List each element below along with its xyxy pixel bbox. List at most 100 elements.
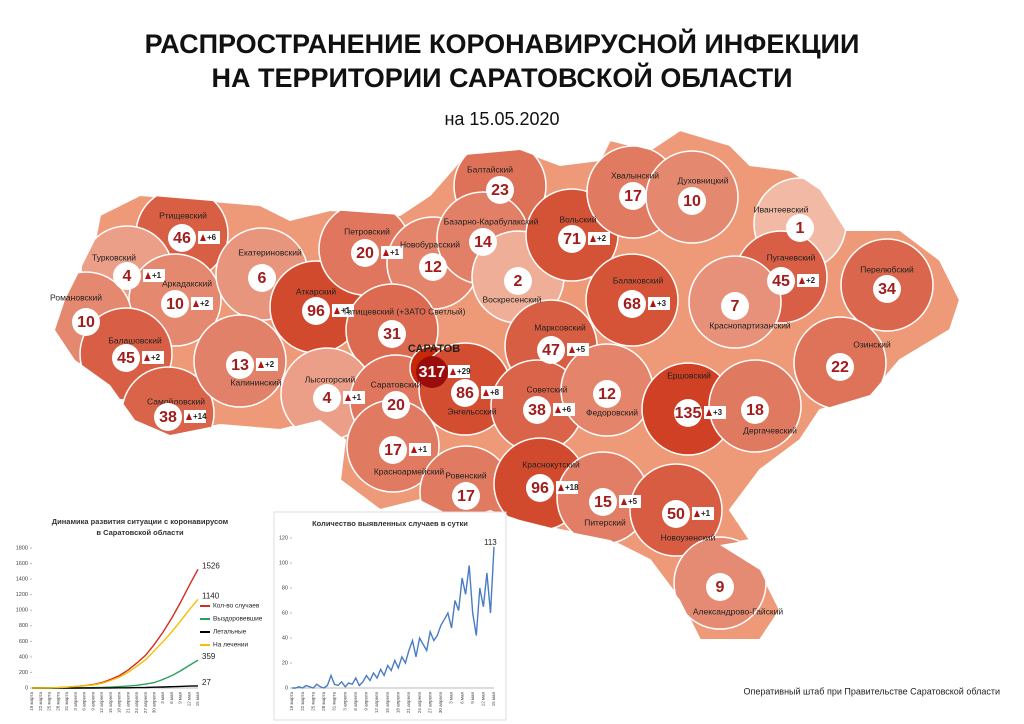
y-tick-label: 20 xyxy=(282,660,288,666)
x-tick-label: 9 мая xyxy=(470,691,475,703)
delta-arrow xyxy=(411,446,417,453)
district-name: Екатериновский xyxy=(238,247,302,257)
district-name: Ивантеевский xyxy=(753,204,808,214)
district-new: +2 xyxy=(200,299,210,308)
district-count: 1 xyxy=(796,220,805,237)
count-circle xyxy=(873,275,901,303)
district-new: +1 xyxy=(341,306,351,315)
count-circle xyxy=(537,336,565,364)
count-circle xyxy=(504,267,532,295)
district-name: Хвалынский xyxy=(611,170,659,180)
delta-arrow xyxy=(569,346,575,353)
count-circle xyxy=(168,224,196,252)
district-name: Новобурасский xyxy=(400,239,460,249)
x-tick-label: 3 мая xyxy=(449,691,454,703)
district-new: +1 xyxy=(352,393,362,402)
district-count: 50 xyxy=(667,506,685,523)
district-name: Аткарский xyxy=(296,286,336,296)
x-tick-label: 27 апреля xyxy=(143,691,148,713)
y-tick-label: 1000 xyxy=(16,608,28,614)
district-count: 13 xyxy=(231,357,249,374)
district-new: +2 xyxy=(806,276,816,285)
end-label: 1526 xyxy=(202,561,220,570)
district-count: 20 xyxy=(356,245,374,262)
count-circle xyxy=(678,187,706,215)
district-new: +1 xyxy=(390,248,400,257)
y-tick-label: 120 xyxy=(279,535,288,541)
district-count: 4 xyxy=(123,268,132,285)
delta-arrow xyxy=(590,235,596,242)
district-name: Духовницкий xyxy=(677,175,728,185)
x-tick-label: 28 марта xyxy=(55,692,60,711)
x-tick-label: 9 мая xyxy=(178,691,183,703)
count-circle xyxy=(826,353,854,381)
delta-arrow xyxy=(555,406,561,413)
y-tick-label: 0 xyxy=(25,685,28,691)
count-circle xyxy=(154,403,182,431)
chart-title: в Саратовской области xyxy=(96,528,184,537)
delta-arrow xyxy=(483,389,489,396)
district-count: 45 xyxy=(117,350,135,367)
count-circle xyxy=(767,267,795,295)
x-tick-label: 12 мая xyxy=(481,691,486,706)
y-tick-label: 80 xyxy=(282,585,288,591)
district-new: +3 xyxy=(657,299,667,308)
count-circle xyxy=(382,391,410,419)
count-circle xyxy=(313,384,341,412)
district-count: 71 xyxy=(563,231,581,248)
district-count: 96 xyxy=(307,303,325,320)
x-tick-label: 9 апреля xyxy=(90,691,95,710)
count-circle xyxy=(378,320,406,348)
count-circle xyxy=(419,253,447,281)
count-circle xyxy=(486,176,514,204)
district-count: 9 xyxy=(716,579,725,596)
date: на 15.05.2020 xyxy=(444,109,559,129)
count-circle xyxy=(618,290,646,318)
delta-arrow xyxy=(450,368,456,375)
count-circle xyxy=(351,239,379,267)
district-name: САРАТОВ xyxy=(408,343,460,355)
x-tick-label: 6 апреля xyxy=(353,691,358,710)
delta-arrow xyxy=(258,361,264,368)
district-name: Энгельсский xyxy=(447,406,497,416)
district-name: Дергачевский xyxy=(743,425,797,435)
count-circle xyxy=(593,380,621,408)
x-tick-label: 19 марта xyxy=(289,692,294,711)
count-circle xyxy=(72,308,100,336)
district-name: Базарно-Карабулакский xyxy=(444,216,539,226)
district-count: 17 xyxy=(457,488,475,505)
x-tick-label: 22 марта xyxy=(300,692,305,711)
district-name: Пугачевский xyxy=(767,252,816,262)
delta-arrow xyxy=(145,272,151,279)
district-name: Балаковский xyxy=(613,275,664,285)
district-count: 6 xyxy=(258,270,267,287)
district-name: Федоровский xyxy=(586,407,638,417)
count-circle xyxy=(112,344,140,372)
district-name: Питерский xyxy=(584,517,626,527)
x-tick-label: 18 апреля xyxy=(396,691,401,713)
end-label: 27 xyxy=(202,678,211,687)
district-new: +2 xyxy=(265,360,275,369)
district-name: Новоузенский xyxy=(661,532,716,542)
x-tick-label: 30 апреля xyxy=(152,691,157,713)
series-line xyxy=(292,546,495,689)
delta-arrow xyxy=(200,234,206,241)
district-count: 10 xyxy=(166,296,184,313)
count-circle xyxy=(662,500,690,528)
district-count: 10 xyxy=(683,193,701,210)
district-count: 12 xyxy=(424,259,442,276)
count-circle xyxy=(786,214,814,242)
district-new: +14 xyxy=(193,412,207,421)
y-tick-label: 100 xyxy=(279,560,288,566)
district-name: Перелюбский xyxy=(860,264,914,274)
district-name: Александрово-Гайский xyxy=(693,606,784,616)
x-tick-label: 31 марта xyxy=(64,692,69,711)
x-tick-label: 24 апреля xyxy=(134,691,139,713)
district-name: Аркадакский xyxy=(162,278,212,288)
count-circle xyxy=(416,356,448,388)
delta-arrow xyxy=(650,300,656,307)
district-count: 2 xyxy=(514,273,523,290)
x-tick-label: 15 мая xyxy=(491,691,496,706)
district-count: 38 xyxy=(159,409,177,426)
delta-arrow xyxy=(334,307,340,314)
